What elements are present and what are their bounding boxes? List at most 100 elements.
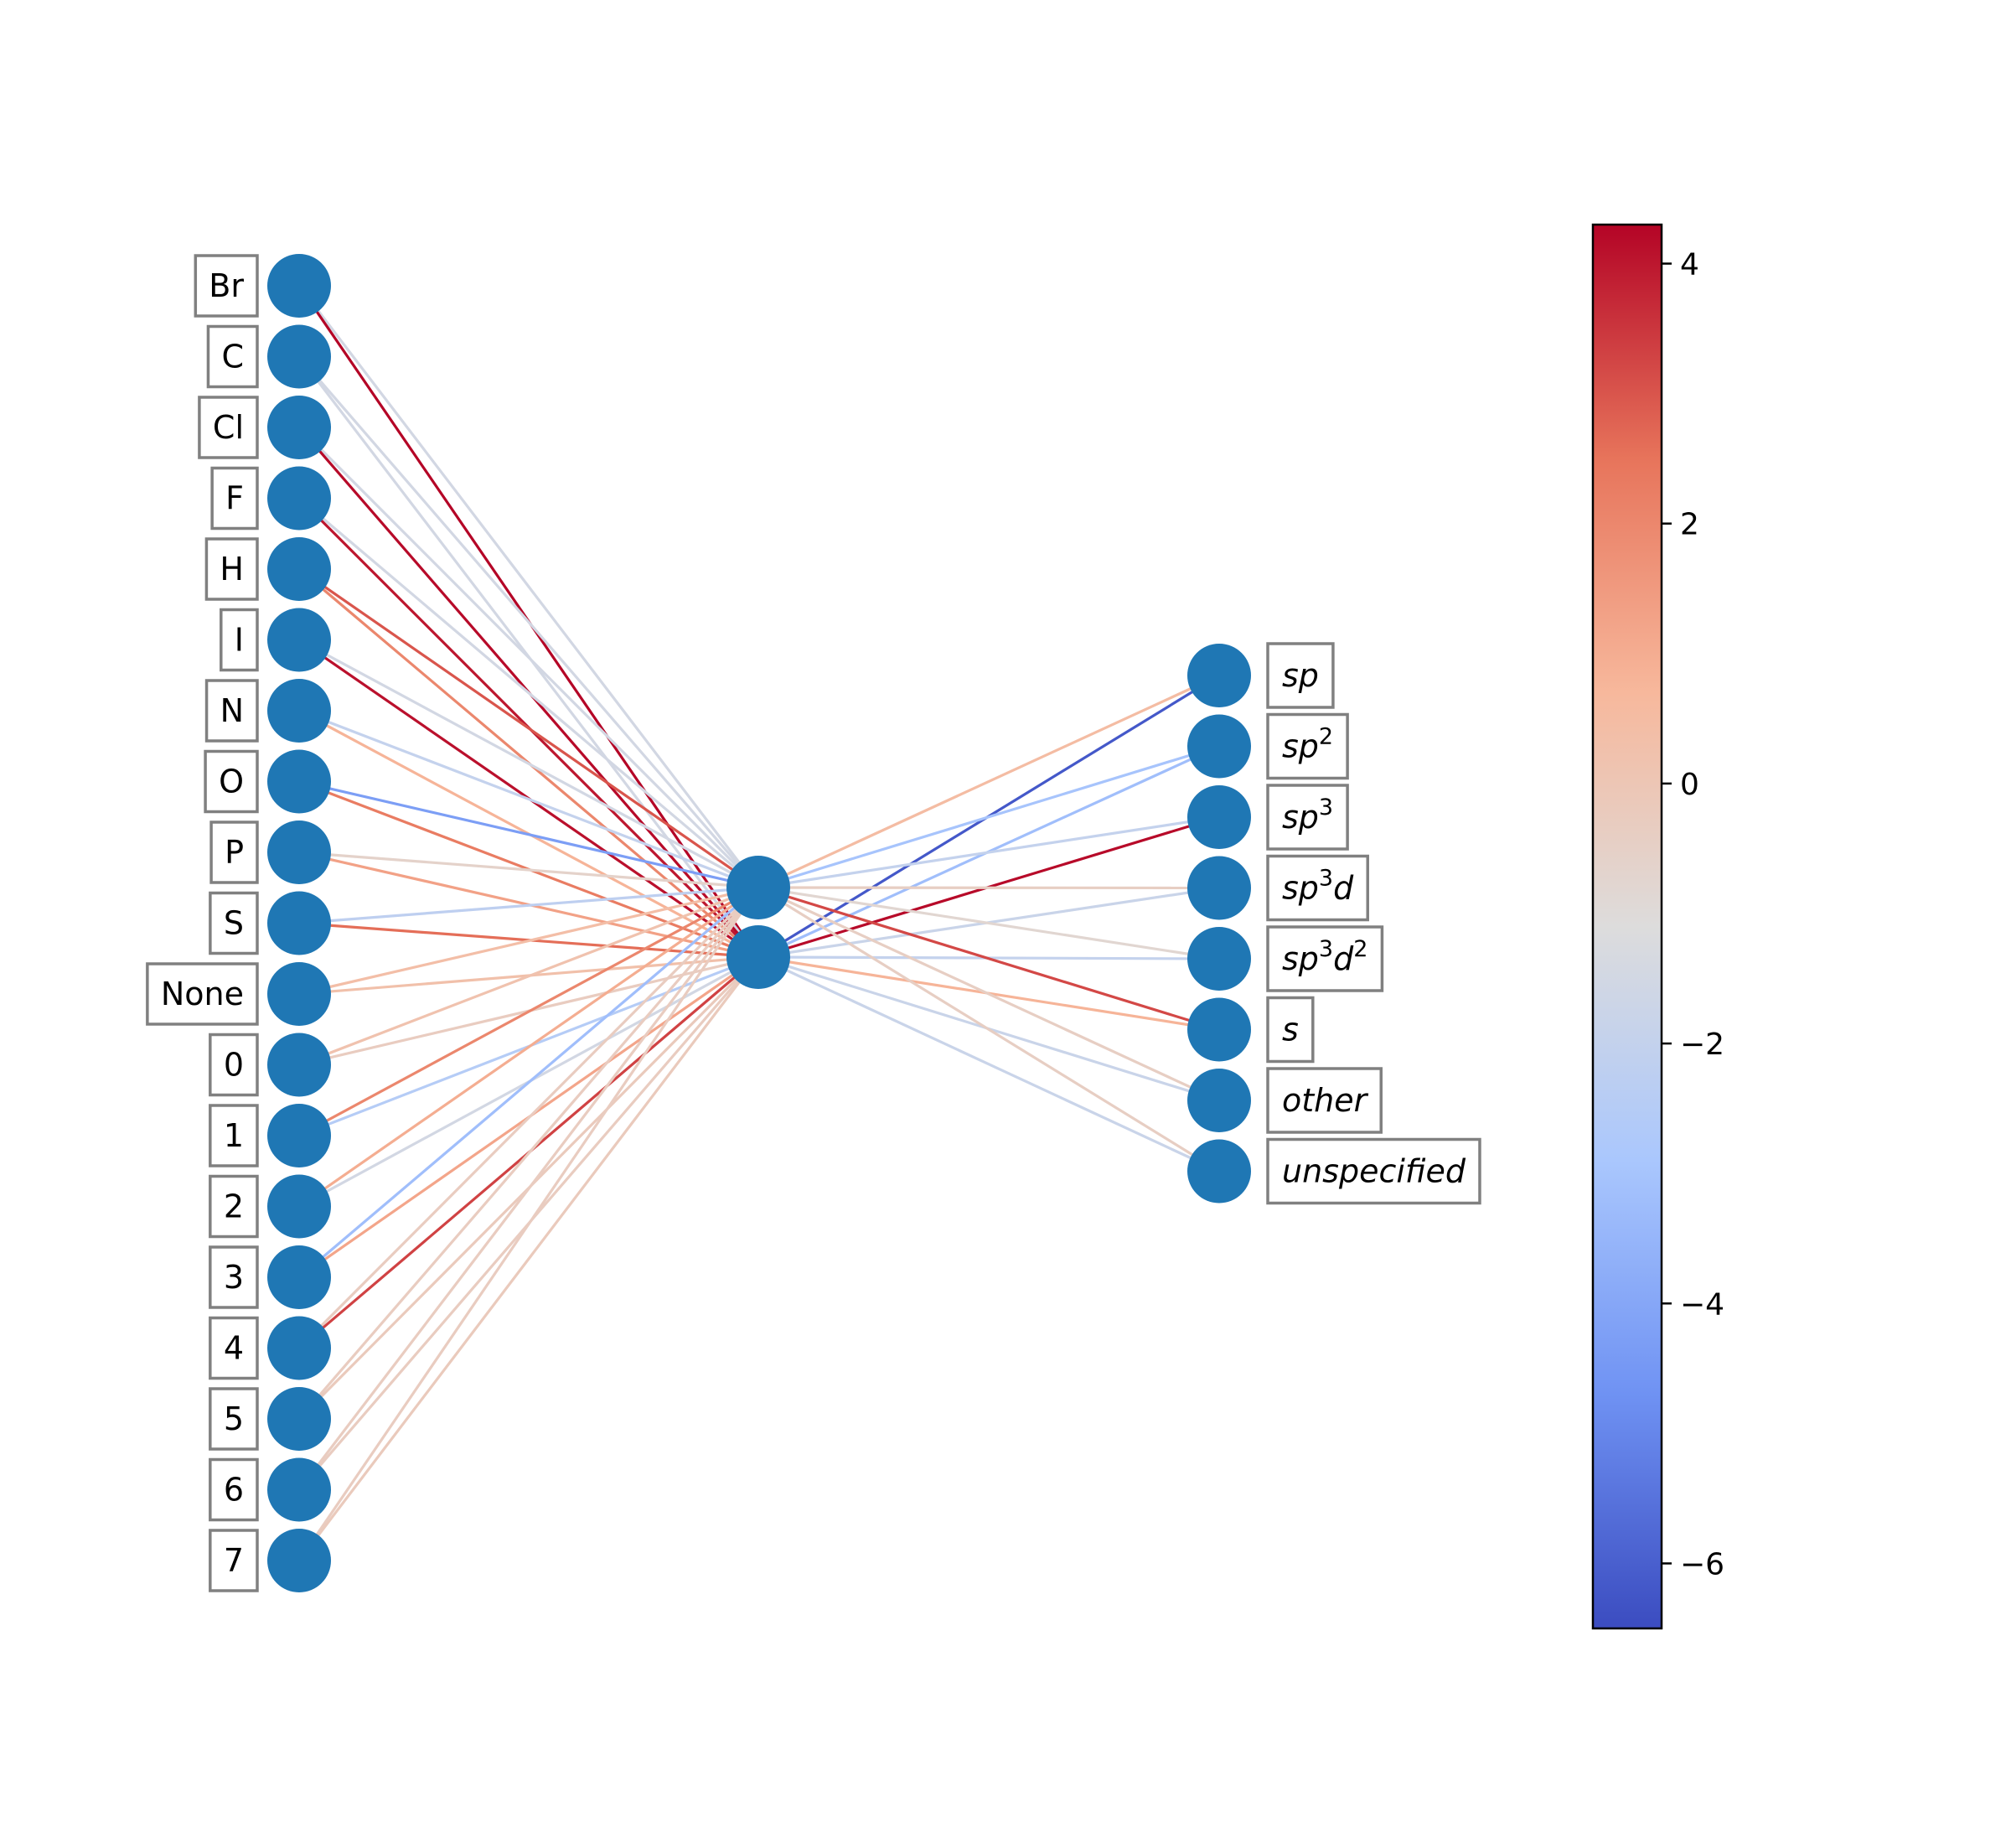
edge-in-13-hidden-0 <box>298 886 759 1208</box>
edge-in-4-hidden-0 <box>298 567 759 889</box>
label-box <box>204 537 259 601</box>
output-node <box>1187 997 1251 1062</box>
label-base: other <box>1282 1082 1369 1119</box>
input-label-text: 1 <box>224 1117 244 1154</box>
input-label-text: P <box>225 834 244 871</box>
input-label: N <box>204 679 259 743</box>
node-layer <box>267 254 1251 1592</box>
edge-in-10-hidden-0 <box>298 886 759 996</box>
label-box <box>209 1529 259 1592</box>
colorbar-tick-label: 0 <box>1680 768 1699 802</box>
label-box <box>209 1387 259 1451</box>
input-label: F <box>210 466 259 531</box>
input-label: 4 <box>209 1316 259 1380</box>
input-label: 3 <box>209 1245 259 1309</box>
output-label: sp2 <box>1266 712 1349 780</box>
label-box <box>204 679 259 743</box>
edge-in-17-hidden-0 <box>297 887 760 1491</box>
input-node <box>267 324 331 389</box>
input-label-text: C <box>221 339 244 375</box>
output-node <box>1187 714 1251 779</box>
output-label: sp3 <box>1266 784 1349 851</box>
input-node <box>267 1457 331 1522</box>
label-box <box>1266 854 1369 922</box>
output-label-text: sp2 <box>1282 724 1333 765</box>
input-node <box>267 537 331 601</box>
edge-in-12-hidden-0 <box>298 886 759 1137</box>
output-label: s <box>1266 996 1315 1064</box>
edge-in-14-hidden-0 <box>297 886 760 1279</box>
input-label: 2 <box>209 1174 259 1239</box>
label-box <box>210 466 259 531</box>
input-label: I <box>220 608 259 672</box>
output-label: sp3d2 <box>1266 925 1384 992</box>
input-label: O <box>204 749 259 814</box>
colorbar-gradient <box>1593 225 1662 1628</box>
label-box <box>206 324 259 389</box>
output-label: sp3d <box>1266 854 1369 922</box>
colorbar-tick-label: −4 <box>1680 1287 1724 1322</box>
colorbar-frame <box>1591 223 1663 1630</box>
label-base: sp <box>1282 728 1319 765</box>
hidden-node <box>726 925 790 989</box>
edge-in-11-hidden-0 <box>298 886 759 1066</box>
edge-in-18-hidden-0 <box>297 887 760 1561</box>
input-label: None <box>146 962 259 1026</box>
edge-in-7-hidden-0 <box>298 779 759 889</box>
label-superscript: 2 <box>1353 936 1367 962</box>
input-node <box>267 396 331 459</box>
output-node <box>1187 1139 1251 1204</box>
input-node <box>267 820 331 884</box>
colorbar: 4 2 0 −2 −4 −6 <box>1591 223 1724 1630</box>
label-box <box>198 396 259 459</box>
colorbar-tick-label: −2 <box>1680 1028 1724 1062</box>
edge-hidden-0-out-6 <box>757 886 1220 1102</box>
output-label: unspecified <box>1266 1137 1481 1205</box>
input-node <box>267 1529 331 1592</box>
input-node <box>267 1033 331 1097</box>
input-label-text: Br <box>209 267 244 304</box>
label-box <box>209 891 259 955</box>
input-label-text: 5 <box>224 1400 244 1437</box>
output-node <box>1187 927 1251 991</box>
output-label-text: sp3d2 <box>1282 936 1367 977</box>
input-node <box>267 1104 331 1167</box>
input-label: H <box>204 537 259 601</box>
label-base: sp <box>1282 940 1319 977</box>
label-superscript: 3 <box>1319 866 1333 892</box>
output-label-text: s <box>1282 1012 1299 1048</box>
label-box <box>209 1316 259 1380</box>
input-label-text: 3 <box>224 1259 244 1296</box>
input-label: 1 <box>209 1104 259 1167</box>
input-label-text: H <box>220 551 244 588</box>
input-label: 5 <box>209 1387 259 1451</box>
output-node <box>1187 856 1251 920</box>
label-box <box>209 1457 259 1522</box>
edge-hidden-0-out-4 <box>757 886 1220 960</box>
edge-in-2-hidden-0 <box>297 426 760 889</box>
label-base: unspecified <box>1282 1153 1466 1190</box>
label-layer: BrCClFHINOPSNone01234567spsp2sp3sp3dsp3d… <box>146 254 1481 1592</box>
edge-in-16-hidden-0 <box>297 886 760 1421</box>
output-node <box>1187 644 1251 707</box>
edge-hidden-0-out-0 <box>757 674 1220 889</box>
input-label: 6 <box>209 1457 259 1522</box>
edge-in-5-hidden-0 <box>298 639 759 889</box>
label-tail: d <box>1333 940 1354 977</box>
input-node <box>267 254 331 318</box>
output-label: sp <box>1266 642 1335 709</box>
label-box <box>1266 642 1335 709</box>
label-box <box>209 1033 259 1097</box>
edge-in-9-hidden-0 <box>298 886 759 925</box>
label-box <box>220 608 259 672</box>
colorbar-tick-label: 2 <box>1680 508 1699 542</box>
label-box <box>194 254 259 318</box>
label-superscript: 3 <box>1319 795 1333 820</box>
label-base: sp <box>1282 870 1319 907</box>
label-box <box>209 820 259 884</box>
label-box <box>146 962 259 1026</box>
input-label-text: 2 <box>224 1188 244 1225</box>
input-node <box>267 1316 331 1380</box>
input-label-text: 4 <box>224 1330 244 1367</box>
